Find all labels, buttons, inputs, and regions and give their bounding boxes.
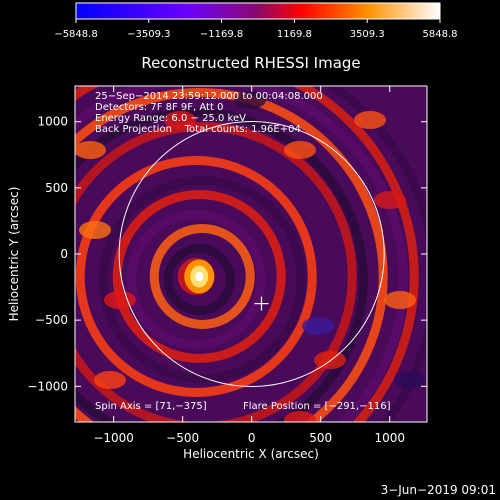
y-tick-label: 0 xyxy=(60,247,68,261)
chart-title: Reconstructed RHESSI Image xyxy=(141,54,360,72)
y-axis-label: Heliocentric Y (arcsec) xyxy=(7,187,21,322)
colorbar xyxy=(75,2,441,20)
colorbar-ticks: −5848.8 −3509.3 −1169.8 1169.8 3509.3 5848.8 xyxy=(54,19,458,40)
heatmap-ring xyxy=(75,88,388,422)
y-tick-label: 1000 xyxy=(37,115,68,129)
heatmap-ring xyxy=(112,189,286,363)
heatmap-ring xyxy=(75,108,368,422)
heatmap-blob xyxy=(302,317,334,335)
colorbar-tick-label: −3509.3 xyxy=(127,29,170,40)
heatmap-ring xyxy=(75,86,419,422)
heatmap-ring xyxy=(163,243,235,315)
heatmap-blob xyxy=(384,291,416,309)
x-tick-label: 500 xyxy=(309,431,332,445)
annotation-detectors: Detectors: 7F 8F 9F, Att 0 xyxy=(95,102,223,113)
axis-ticks: −1000 −500 0 500 1000 1000 500 0 −500 −1000 xyxy=(27,86,427,445)
x-axis-label: Heliocentric X (arcsec) xyxy=(183,447,319,461)
solar-limb-circle xyxy=(118,120,385,388)
colorbar-tick-label: 1169.8 xyxy=(277,29,312,40)
heatmap-blob xyxy=(284,141,316,159)
heatmap-blob xyxy=(394,371,426,389)
footer-date: 3−Jun−2019 09:01 xyxy=(381,483,496,497)
heatmap-blob xyxy=(314,351,346,369)
y-tick-label: 500 xyxy=(45,181,68,195)
x-tick-label: 0 xyxy=(248,431,256,445)
colorbar-tick-label: 5848.8 xyxy=(423,29,458,40)
x-tick-label: −500 xyxy=(166,431,199,445)
heatmap-ring xyxy=(75,155,317,397)
heatmap-ring xyxy=(75,122,357,422)
heatmap-ring xyxy=(98,175,306,383)
peak-source-center xyxy=(195,271,204,282)
heatmap-blob xyxy=(234,91,266,109)
colorbar-tick-label: −1169.8 xyxy=(200,29,243,40)
annotation-time-range: 25−Sep−2014 23:59:12.000 to 00:04:08.000 xyxy=(95,91,323,102)
y-tick-label: −500 xyxy=(35,313,68,327)
spin-axis-cross-marker xyxy=(254,296,269,311)
heatmap-blob xyxy=(284,411,316,422)
heatmap-ring xyxy=(149,223,255,329)
colorbar-tick-label: −5848.8 xyxy=(54,29,97,40)
flare-position-label: Flare Position = [−291,−116] xyxy=(243,401,391,412)
colorbar-tick-label: 3509.3 xyxy=(350,29,385,40)
x-tick-label: 1000 xyxy=(374,431,405,445)
annotation-energy-range: Energy Range: 6.0 − 25.0 keV xyxy=(95,113,246,124)
heatmap-ring xyxy=(75,86,408,422)
heatmap-blob xyxy=(354,111,386,129)
y-tick-label: −1000 xyxy=(27,379,68,393)
heatmap-blob xyxy=(79,221,111,239)
heatmap-blob xyxy=(75,141,106,159)
heatmap-image xyxy=(75,86,427,422)
heatmap-ring xyxy=(126,209,266,349)
heatmap-blob xyxy=(104,291,136,309)
heatmap-blob xyxy=(94,371,126,389)
heatmap-ring xyxy=(75,142,337,417)
heatmap-blob xyxy=(164,111,196,129)
annotation-method-counts: Back Projection Total counts: 1.96E+04 xyxy=(95,124,301,135)
spin-axis-label: Spin Axis = [71,−375] xyxy=(95,401,207,412)
x-tick-label: −1000 xyxy=(93,431,134,445)
heatmap-blob xyxy=(374,191,406,209)
